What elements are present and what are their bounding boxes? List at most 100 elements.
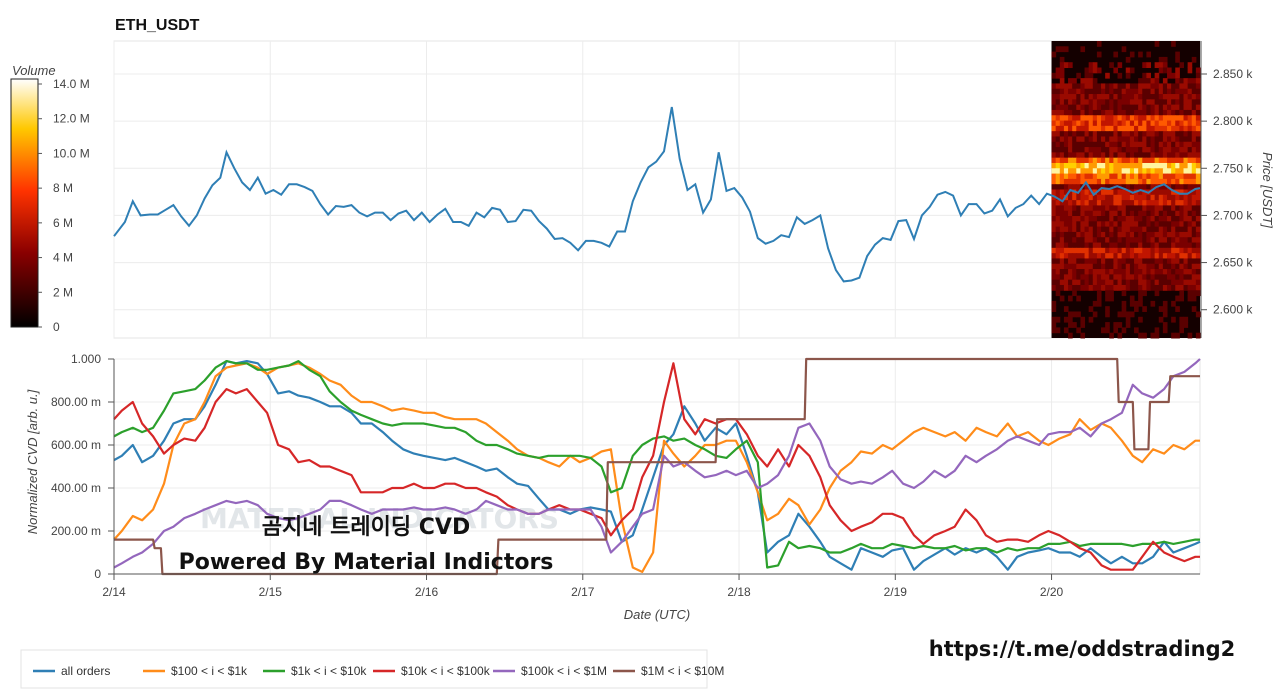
- heatmap-cell: [1162, 147, 1168, 153]
- heatmap-cell: [1072, 104, 1077, 111]
- heatmap-cell: [1105, 263, 1110, 270]
- heatmap-cell: [1105, 136, 1110, 143]
- heatmap-cell: [1105, 210, 1110, 217]
- heatmap-cell: [1142, 216, 1147, 222]
- heatmap-cell: [1063, 242, 1069, 249]
- heatmap-cell: [1055, 88, 1061, 95]
- heatmap-cell: [1179, 173, 1185, 180]
- heatmap-cell: [1129, 311, 1135, 318]
- heatmap-cell: [1121, 274, 1127, 281]
- heatmap-cell: [1092, 78, 1098, 84]
- heatmap-cell: [1179, 109, 1185, 116]
- heatmap-cell: [1059, 269, 1065, 275]
- heatmap-cell: [1195, 253, 1201, 259]
- heatmap-cell: [1162, 157, 1168, 164]
- heatmap-cell: [1088, 147, 1094, 153]
- telegram-link[interactable]: https://t.me/oddstrading2: [929, 637, 1236, 661]
- heatmap-cell: [1084, 83, 1090, 90]
- heatmap-cell: [1051, 125, 1057, 132]
- heatmap-cell: [1191, 78, 1197, 84]
- heatmap-cell: [1162, 94, 1168, 100]
- heatmap-cell: [1088, 72, 1094, 79]
- heatmap-cell: [1059, 247, 1065, 254]
- heatmap-cell: [1076, 231, 1081, 238]
- heatmap-cell: [1109, 99, 1114, 106]
- heatmap-cell: [1167, 152, 1172, 159]
- heatmap-cell: [1105, 94, 1110, 100]
- heatmap-cell: [1096, 184, 1102, 190]
- legend-label: $1k < i < $10k: [291, 664, 367, 678]
- heatmap-cell: [1154, 157, 1160, 164]
- heatmap-cell: [1187, 221, 1193, 228]
- heatmap-cell: [1167, 147, 1172, 153]
- heatmap-cell: [1138, 184, 1143, 190]
- heatmap-cell: [1146, 173, 1152, 180]
- heatmap-cell: [1142, 83, 1147, 90]
- heatmap-cell: [1059, 279, 1065, 286]
- legend-item[interactable]: $100 < i < $1k: [143, 664, 248, 678]
- legend-item[interactable]: $1M < i < $10M: [613, 664, 724, 678]
- heatmap-cell: [1105, 216, 1110, 222]
- heatmap-cell: [1080, 316, 1086, 323]
- heatmap-cell: [1138, 216, 1143, 222]
- heatmap-cell: [1096, 237, 1102, 244]
- heatmap-cell: [1105, 88, 1110, 95]
- legend-item[interactable]: $100k < i < $1M: [493, 664, 607, 678]
- heatmap-cell: [1142, 231, 1147, 238]
- heatmap-cell: [1154, 200, 1160, 206]
- heatmap-cell: [1171, 284, 1176, 291]
- heatmap-cell: [1134, 200, 1139, 206]
- heatmap-cell: [1162, 62, 1168, 69]
- heatmap-cell: [1117, 131, 1123, 137]
- heatmap-cell: [1129, 226, 1135, 233]
- heatmap-cell: [1088, 184, 1094, 190]
- heatmap-cell: [1092, 173, 1098, 180]
- heatmap-cell: [1158, 56, 1164, 63]
- heatmap-cell: [1084, 200, 1090, 206]
- heatmap-cell: [1101, 189, 1106, 196]
- heatmap-cell: [1162, 67, 1168, 74]
- heatmap-cell: [1142, 141, 1147, 148]
- heatmap-cell: [1162, 131, 1168, 137]
- heatmap-cell: [1059, 242, 1065, 249]
- heatmap-cell: [1092, 88, 1098, 95]
- heatmap-cell: [1121, 263, 1127, 270]
- heatmap-cell: [1142, 99, 1147, 106]
- heatmap-cell: [1154, 258, 1160, 265]
- legend-item[interactable]: $1k < i < $10k: [263, 664, 367, 678]
- heatmap-cell: [1096, 253, 1102, 259]
- heatmap-cell: [1088, 269, 1094, 275]
- heatmap-cell: [1134, 157, 1139, 164]
- heatmap-cell: [1195, 242, 1201, 249]
- legend-item[interactable]: all orders: [33, 664, 110, 678]
- heatmap-cell: [1092, 258, 1098, 265]
- heatmap-cell: [1055, 258, 1061, 265]
- heatmap-cell: [1138, 173, 1143, 180]
- heatmap-cell: [1088, 263, 1094, 270]
- heatmap-cell: [1187, 136, 1193, 143]
- heatmap-cell: [1076, 168, 1081, 175]
- legend-item[interactable]: $10k < i < $100k: [373, 664, 491, 678]
- heatmap-cell: [1063, 184, 1069, 190]
- heatmap-cell: [1092, 131, 1098, 137]
- heatmap-cell: [1068, 322, 1073, 328]
- heatmap-cell: [1117, 237, 1123, 244]
- heatmap-cell: [1080, 78, 1086, 84]
- heatmap-cell: [1175, 242, 1180, 249]
- heatmap-cell: [1063, 115, 1069, 122]
- heatmap-cell: [1072, 200, 1077, 206]
- heatmap-cell: [1051, 263, 1057, 270]
- heatmap-cell: [1195, 141, 1201, 148]
- heatmap-cell: [1191, 242, 1197, 249]
- heatmap-cell: [1154, 253, 1160, 259]
- heatmap-cell: [1072, 136, 1077, 143]
- heatmap-cell: [1171, 41, 1176, 47]
- heatmap-cell: [1187, 131, 1193, 137]
- heatmap-cell: [1121, 226, 1127, 233]
- heatmap-cell: [1068, 162, 1073, 169]
- heatmap-cell: [1105, 242, 1110, 249]
- heatmap-cell: [1171, 205, 1176, 212]
- heatmap-cell: [1134, 131, 1139, 137]
- heatmap-cell: [1072, 152, 1077, 159]
- heatmap-cell: [1113, 109, 1119, 116]
